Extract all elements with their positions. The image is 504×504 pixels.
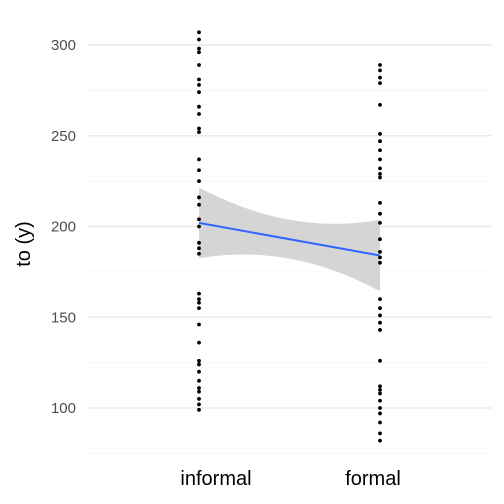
data-point xyxy=(197,297,201,301)
data-point xyxy=(197,202,201,207)
data-point xyxy=(197,251,201,256)
data-point xyxy=(197,240,201,245)
data-point xyxy=(197,126,201,131)
trend-line-layer xyxy=(198,221,381,257)
data-point xyxy=(378,320,382,325)
data-point xyxy=(197,77,201,82)
data-point xyxy=(378,68,382,73)
data-point xyxy=(378,406,382,410)
data-point xyxy=(197,386,201,390)
data-point xyxy=(197,157,201,162)
data-point xyxy=(378,132,382,136)
grid-lines xyxy=(88,44,492,454)
data-point xyxy=(378,157,382,162)
data-point xyxy=(197,224,201,229)
data-point xyxy=(378,255,382,260)
data-point xyxy=(378,306,382,311)
data-point xyxy=(378,201,382,205)
data-point xyxy=(378,384,382,389)
data-point xyxy=(197,362,201,367)
y-tick-label: 300 xyxy=(51,37,76,54)
data-point xyxy=(197,63,201,67)
data-point xyxy=(378,411,382,416)
data-point xyxy=(378,358,382,363)
data-point xyxy=(197,217,201,222)
data-point xyxy=(197,378,201,383)
y-axis-ticks: 100 150 200 250 300 xyxy=(51,37,76,417)
data-point xyxy=(378,102,382,107)
data-point xyxy=(197,112,201,116)
data-point xyxy=(378,297,382,301)
data-point xyxy=(197,358,201,363)
data-point xyxy=(378,139,382,144)
data-point xyxy=(197,291,201,296)
data-point xyxy=(197,83,201,87)
data-point xyxy=(197,104,201,109)
data-point xyxy=(197,340,201,345)
data-point xyxy=(378,166,382,171)
data-point xyxy=(197,130,201,135)
data-point xyxy=(378,313,382,318)
data-point xyxy=(378,220,382,225)
data-point xyxy=(197,322,201,327)
data-point xyxy=(378,211,382,216)
data-point xyxy=(197,389,201,394)
data-point xyxy=(197,246,201,251)
x-axis-ticks: informal formal xyxy=(180,468,400,490)
data-point xyxy=(197,90,201,95)
data-point xyxy=(378,391,382,396)
data-point xyxy=(378,75,382,80)
data-point xyxy=(197,306,201,311)
data-point xyxy=(378,328,382,332)
x-tick-label: informal xyxy=(180,468,251,490)
data-point xyxy=(197,46,201,51)
y-tick-label: 150 xyxy=(51,309,76,326)
y-tick-label: 250 xyxy=(51,128,76,145)
data-point xyxy=(378,398,382,403)
data-point xyxy=(378,63,382,67)
x-tick-label: formal xyxy=(345,468,401,490)
data-point xyxy=(378,175,382,180)
data-point xyxy=(378,431,382,436)
y-axis-title: to (y) xyxy=(13,221,35,267)
y-tick-label: 100 xyxy=(51,400,76,417)
data-point xyxy=(197,369,201,374)
data-point xyxy=(378,148,382,153)
data-point xyxy=(197,195,201,200)
data-point xyxy=(378,420,382,425)
data-point xyxy=(378,438,382,443)
data-point xyxy=(378,81,382,86)
data-points xyxy=(197,30,382,443)
data-point xyxy=(197,397,201,401)
data-point xyxy=(378,260,382,265)
data-point xyxy=(197,300,201,305)
data-point xyxy=(197,407,201,412)
data-point xyxy=(378,171,382,176)
data-point xyxy=(378,387,382,392)
data-point xyxy=(197,168,201,173)
data-point xyxy=(378,250,382,254)
trend-line xyxy=(198,221,381,257)
data-point xyxy=(378,237,382,242)
data-point xyxy=(197,50,201,55)
data-point xyxy=(197,402,201,407)
data-point xyxy=(197,179,201,184)
data-point xyxy=(197,37,201,42)
y-tick-label: 200 xyxy=(51,219,76,236)
data-point xyxy=(197,30,201,35)
